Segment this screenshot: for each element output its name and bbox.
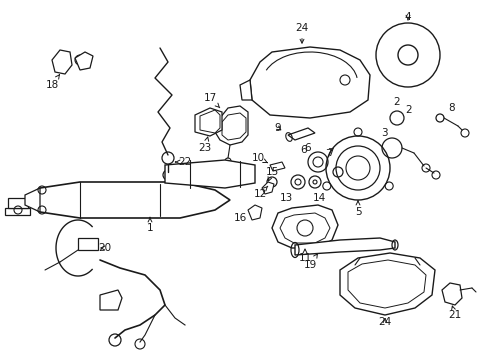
Polygon shape bbox=[52, 50, 72, 74]
Polygon shape bbox=[100, 290, 122, 310]
Polygon shape bbox=[247, 205, 262, 220]
Text: 23: 23 bbox=[198, 137, 211, 153]
Text: 11: 11 bbox=[298, 249, 311, 263]
Polygon shape bbox=[287, 128, 314, 140]
Polygon shape bbox=[8, 198, 28, 208]
Text: 16: 16 bbox=[233, 213, 246, 223]
Text: 24: 24 bbox=[295, 23, 308, 43]
Polygon shape bbox=[195, 108, 222, 136]
Polygon shape bbox=[294, 238, 394, 255]
Text: 6: 6 bbox=[300, 145, 306, 155]
Text: 24: 24 bbox=[378, 317, 391, 327]
Text: 8: 8 bbox=[448, 103, 454, 113]
Polygon shape bbox=[249, 47, 369, 118]
Polygon shape bbox=[222, 113, 245, 140]
Text: 18: 18 bbox=[45, 75, 60, 90]
Text: 17: 17 bbox=[203, 93, 219, 108]
Text: 9: 9 bbox=[274, 123, 281, 133]
Text: 14: 14 bbox=[312, 193, 325, 203]
Text: 2: 2 bbox=[405, 105, 411, 115]
Text: 10: 10 bbox=[251, 153, 267, 163]
Text: 1: 1 bbox=[146, 217, 153, 233]
Polygon shape bbox=[441, 283, 461, 305]
Polygon shape bbox=[240, 80, 251, 100]
Polygon shape bbox=[78, 238, 98, 250]
Text: 22: 22 bbox=[175, 157, 191, 167]
Text: 20: 20 bbox=[98, 243, 111, 253]
Polygon shape bbox=[262, 182, 273, 194]
Polygon shape bbox=[75, 52, 93, 70]
Polygon shape bbox=[5, 208, 30, 215]
Text: 4: 4 bbox=[404, 12, 410, 22]
Polygon shape bbox=[269, 162, 285, 171]
Text: 7: 7 bbox=[326, 148, 333, 158]
Text: 13: 13 bbox=[279, 193, 292, 203]
Polygon shape bbox=[347, 260, 425, 308]
Text: 12: 12 bbox=[253, 186, 267, 199]
Text: 21: 21 bbox=[447, 306, 461, 320]
Polygon shape bbox=[271, 205, 337, 248]
Text: 6: 6 bbox=[304, 143, 311, 153]
Text: 19: 19 bbox=[303, 254, 317, 270]
Text: 3: 3 bbox=[380, 128, 386, 138]
Text: 2: 2 bbox=[393, 97, 400, 107]
Text: 15: 15 bbox=[265, 167, 278, 181]
Polygon shape bbox=[280, 213, 329, 243]
Text: 7: 7 bbox=[324, 149, 331, 159]
Polygon shape bbox=[30, 182, 229, 218]
Polygon shape bbox=[164, 160, 254, 188]
Polygon shape bbox=[25, 188, 40, 212]
Text: 5: 5 bbox=[354, 201, 361, 217]
Polygon shape bbox=[339, 253, 434, 315]
Polygon shape bbox=[215, 106, 247, 145]
